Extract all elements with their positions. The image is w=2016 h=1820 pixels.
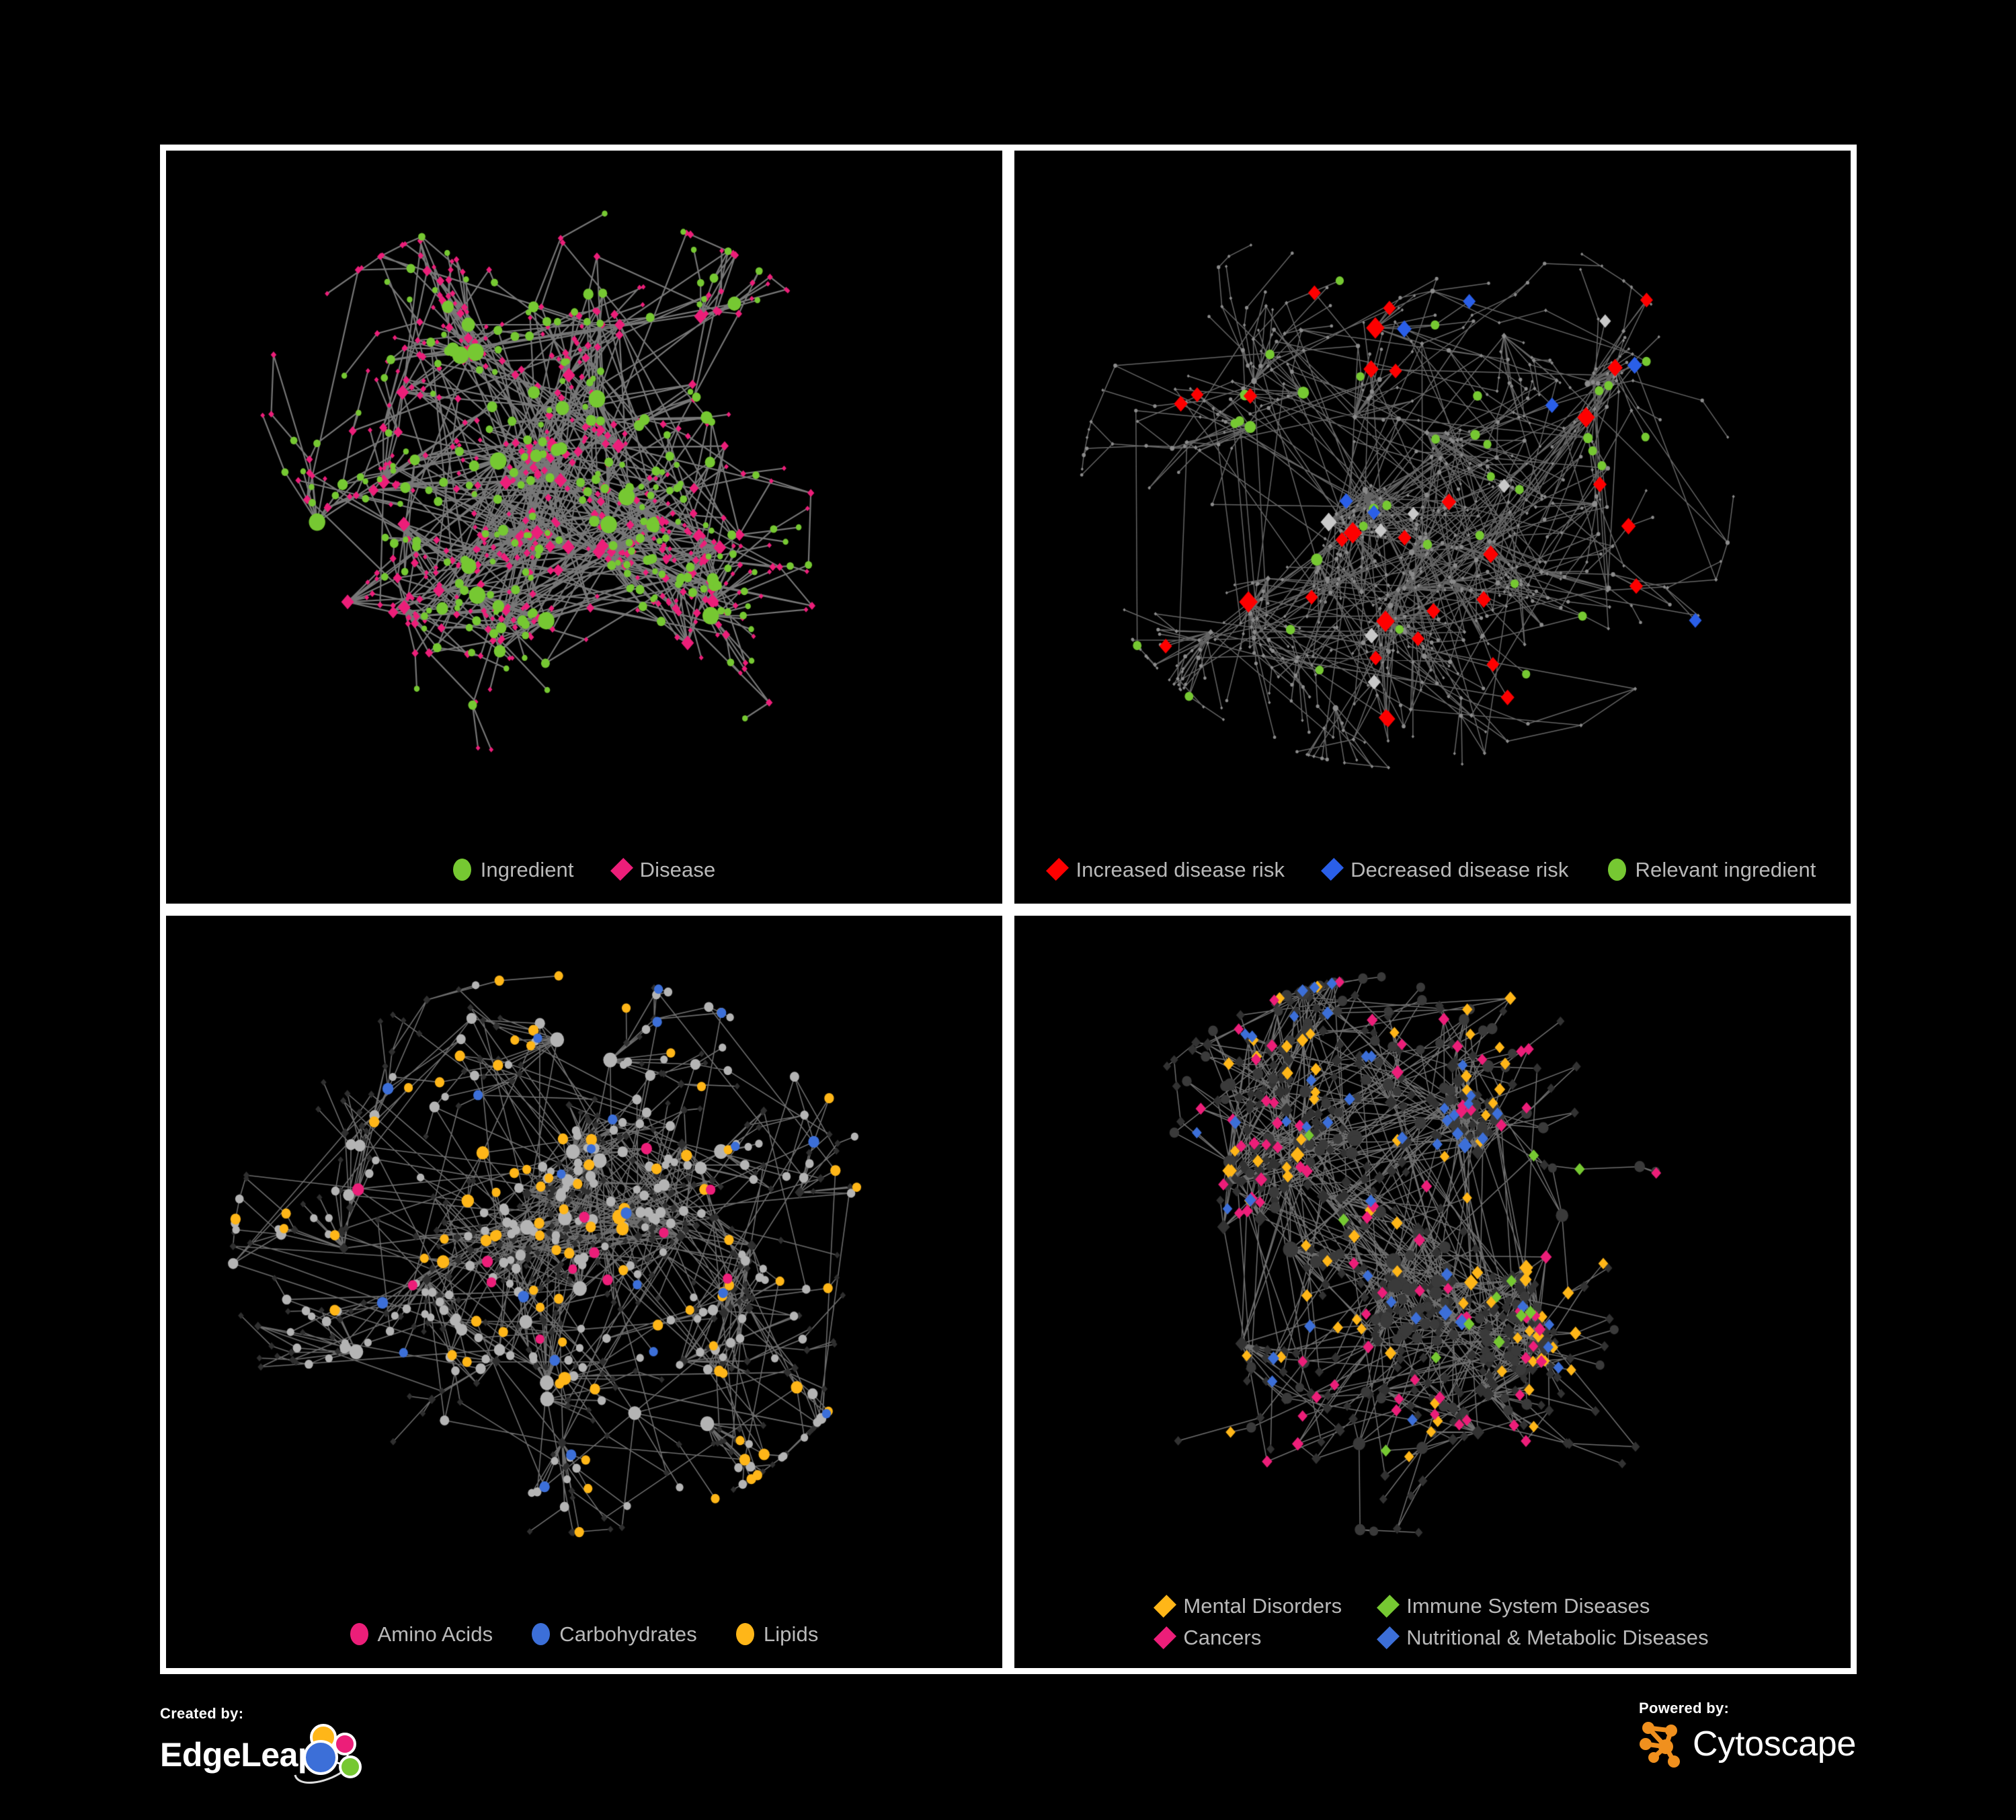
panel-disease-risk[interactable]: Increased disease risk Decreased disease … xyxy=(1014,151,1851,904)
powered-by-brand[interactable]: Powered by: xyxy=(1639,1701,1856,1771)
edgeleap-wordmark: EdgeLeap xyxy=(160,1736,318,1774)
legend-marker-circle-icon xyxy=(735,1623,754,1645)
network-canvas-disease-class[interactable] xyxy=(1014,915,1851,1668)
legend-label: Immune System Diseases xyxy=(1406,1594,1650,1618)
legend-item: Amino Acids xyxy=(350,1623,493,1645)
legend-label: Disease xyxy=(639,857,716,881)
legend-item: Cancers xyxy=(1154,1626,1262,1649)
legend-label: Mental Disorders xyxy=(1183,1594,1342,1618)
legend-item: Ingredient xyxy=(452,857,574,881)
network-canvas-ingredient-disease[interactable] xyxy=(166,151,1002,904)
legend-label: Carbohydrates xyxy=(559,1622,697,1646)
legend-marker-diamond-icon xyxy=(610,857,633,881)
footer: Created by: EdgeLeap Powered by: xyxy=(160,1688,1856,1815)
legend-disease-risk: Increased disease risk Decreased disease … xyxy=(1014,857,1851,881)
legend-label: Cancers xyxy=(1183,1626,1262,1649)
legend-label: Decreased disease risk xyxy=(1350,857,1569,881)
legend-disease-class: Mental Disorders Immune System Diseases Ca… xyxy=(1014,1594,1851,1649)
legend-item: Lipids xyxy=(735,1622,819,1646)
legend-item: Increased disease risk xyxy=(1046,857,1285,881)
panel-ingredient-class[interactable]: Amino Acids Carbohydrates Lipids xyxy=(166,915,1002,1668)
legend-ingredient-disease: Ingredient Disease xyxy=(166,857,1002,881)
panel-ingredient-disease[interactable]: Ingredient Disease xyxy=(166,151,1002,904)
legend-marker-diamond-icon xyxy=(1321,857,1344,881)
created-by-kicker: Created by: xyxy=(160,1705,244,1722)
legend-item: Nutritional & Metabolic Diseases xyxy=(1377,1626,1709,1649)
legend-marker-diamond-icon xyxy=(1377,1594,1400,1618)
legend-item: Mental Disorders xyxy=(1154,1594,1342,1618)
legend-item: Disease xyxy=(610,857,716,881)
network-canvas-disease-risk[interactable] xyxy=(1014,151,1851,904)
legend-marker-circle-icon xyxy=(452,858,471,881)
cytoscape-wordmark: Cytoscape xyxy=(1693,1725,1856,1764)
edgeleap-network-logo-icon xyxy=(294,1724,362,1784)
powered-by-kicker: Powered by: xyxy=(1639,1700,1730,1716)
legend-item: Relevant ingredient xyxy=(1607,857,1816,881)
legend-label: Amino Acids xyxy=(377,1622,493,1646)
legend-label: Ingredient xyxy=(480,857,574,881)
legend-marker-diamond-icon xyxy=(1154,1594,1177,1618)
legend-label: Increased disease risk xyxy=(1076,857,1285,881)
legend-marker-diamond-icon xyxy=(1046,857,1070,881)
legend-marker-circle-icon xyxy=(1607,858,1626,881)
cytoscape-logo-icon xyxy=(1640,1722,1681,1768)
created-by-brand[interactable]: Created by: EdgeLeap xyxy=(160,1706,374,1787)
legend-marker-circle-icon xyxy=(350,1623,368,1645)
legend-label: Lipids xyxy=(763,1622,819,1646)
legend-marker-diamond-icon xyxy=(1154,1626,1177,1649)
network-canvas-ingredient-class[interactable] xyxy=(166,915,1002,1668)
legend-label: Nutritional & Metabolic Diseases xyxy=(1406,1626,1709,1649)
legend-item: Decreased disease risk xyxy=(1321,857,1569,881)
legend-item: Carbohydrates xyxy=(532,1623,697,1645)
edgeleap-lockup: EdgeLeap xyxy=(160,1723,374,1787)
legend-marker-circle-icon xyxy=(532,1623,551,1645)
cytoscape-lockup: Cytoscape xyxy=(1639,1717,1856,1771)
legend-label: Relevant ingredient xyxy=(1635,857,1816,881)
legend-marker-diamond-icon xyxy=(1377,1626,1400,1649)
legend-item: Immune System Diseases xyxy=(1377,1594,1650,1618)
panel-disease-class[interactable]: Mental Disorders Immune System Diseases Ca… xyxy=(1014,915,1851,1668)
legend-ingredient-class: Amino Acids Carbohydrates Lipids xyxy=(166,1623,1002,1645)
panel-grid: Ingredient Disease Increased disease risk… xyxy=(160,145,1857,1674)
